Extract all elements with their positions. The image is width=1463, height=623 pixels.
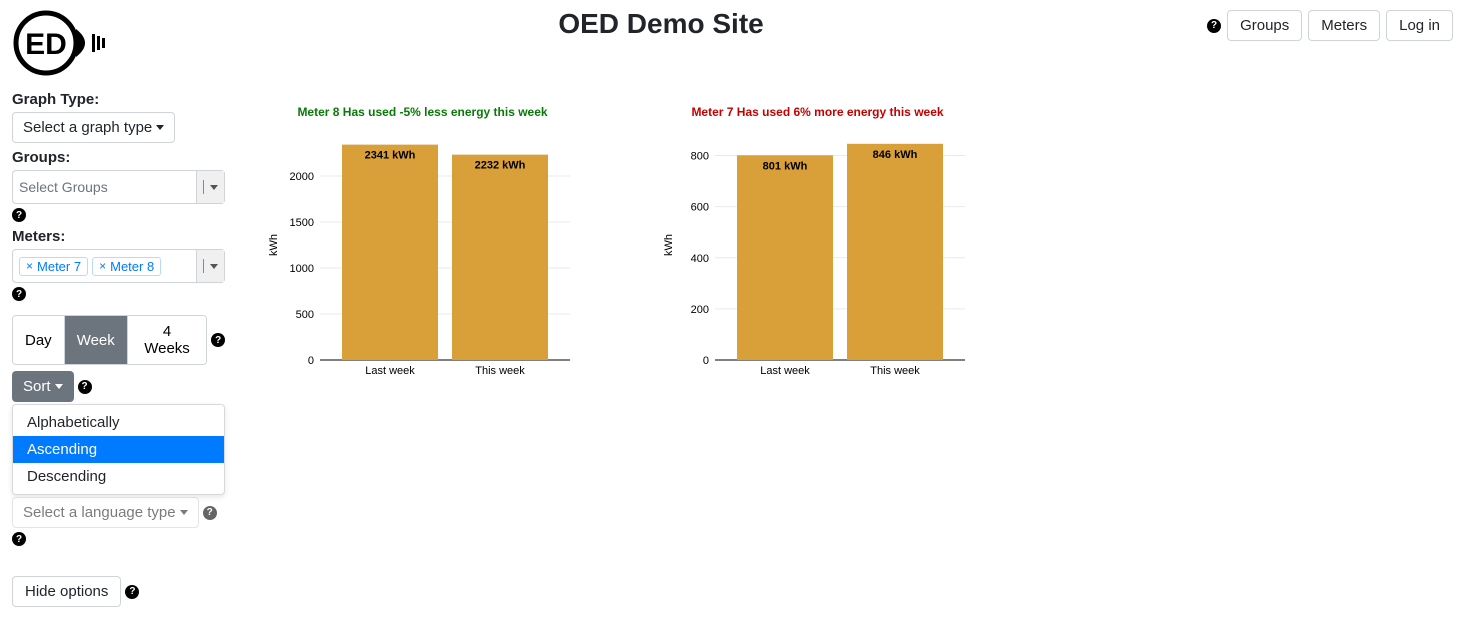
- svg-text:400: 400: [691, 253, 709, 265]
- chart-title: Meter 7 Has used 6% more energy this wee…: [660, 105, 975, 119]
- svg-text:kWh: kWh: [268, 234, 280, 256]
- svg-text:1000: 1000: [290, 263, 314, 275]
- period-option[interactable]: Day: [13, 316, 64, 364]
- chart-title: Meter 8 Has used -5% less energy this we…: [265, 105, 580, 119]
- svg-text:0: 0: [703, 355, 709, 367]
- meters-button[interactable]: Meters: [1308, 10, 1380, 41]
- graph-type-select[interactable]: Select a graph type: [12, 112, 175, 143]
- help-icon[interactable]: ?: [12, 532, 26, 546]
- svg-text:ED: ED: [25, 28, 67, 61]
- sort-option[interactable]: Descending: [13, 463, 224, 490]
- sort-dropdown-menu: AlphabeticallyAscendingDescending: [12, 404, 225, 495]
- bar: [847, 144, 943, 360]
- svg-text:0: 0: [308, 355, 314, 367]
- groups-label: Groups:: [12, 149, 225, 166]
- compare-chart: Meter 8 Has used -5% less energy this we…: [265, 105, 580, 603]
- remove-tag-icon[interactable]: ×: [99, 259, 106, 273]
- header-bar: ED OED Demo Site ? Groups Meters Log in: [0, 0, 1463, 85]
- groups-select-toggle[interactable]: [196, 171, 224, 203]
- groups-button[interactable]: Groups: [1227, 10, 1302, 41]
- charts-area: Meter 8 Has used -5% less energy this we…: [235, 85, 1463, 623]
- hide-options-button[interactable]: Hide options: [12, 576, 121, 607]
- svg-text:This week: This week: [475, 365, 525, 377]
- svg-text:2232 kWh: 2232 kWh: [475, 160, 526, 172]
- svg-text:Last week: Last week: [365, 365, 415, 377]
- sort-option[interactable]: Alphabetically: [13, 409, 224, 436]
- svg-text:600: 600: [691, 202, 709, 214]
- svg-text:Last week: Last week: [760, 365, 810, 377]
- groups-select[interactable]: Select Groups: [12, 170, 225, 204]
- svg-text:200: 200: [691, 304, 709, 316]
- help-icon[interactable]: ?: [125, 585, 139, 599]
- help-icon[interactable]: ?: [211, 333, 225, 347]
- period-option[interactable]: 4 Weeks: [127, 316, 206, 364]
- meters-label: Meters:: [12, 228, 225, 245]
- logo[interactable]: ED: [10, 4, 115, 85]
- period-option[interactable]: Week: [64, 316, 127, 364]
- login-button[interactable]: Log in: [1386, 10, 1453, 41]
- bar: [452, 155, 548, 360]
- help-icon[interactable]: ?: [12, 287, 26, 301]
- svg-text:800: 800: [691, 151, 709, 163]
- svg-text:801 kWh: 801 kWh: [763, 160, 808, 172]
- sort-button[interactable]: Sort: [12, 371, 74, 402]
- svg-text:1500: 1500: [290, 217, 314, 229]
- meter-tag[interactable]: ×Meter 8: [92, 257, 161, 276]
- meters-select-toggle[interactable]: [196, 250, 224, 282]
- svg-text:2341 kWh: 2341 kWh: [365, 150, 416, 162]
- remove-tag-icon[interactable]: ×: [26, 259, 33, 273]
- sort-option[interactable]: Ascending: [13, 436, 224, 463]
- svg-text:500: 500: [296, 309, 314, 321]
- bar: [737, 155, 833, 360]
- language-select[interactable]: Select a language type: [12, 497, 199, 528]
- help-icon[interactable]: ?: [203, 506, 217, 520]
- svg-text:2000: 2000: [290, 171, 314, 183]
- svg-text:846 kWh: 846 kWh: [873, 149, 918, 161]
- top-nav: ? Groups Meters Log in: [1207, 4, 1453, 41]
- help-icon[interactable]: ?: [12, 208, 26, 222]
- svg-text:This week: This week: [870, 365, 920, 377]
- help-icon[interactable]: ?: [78, 380, 92, 394]
- site-title: OED Demo Site: [115, 8, 1207, 40]
- svg-text:kWh: kWh: [663, 234, 675, 256]
- period-toggle: DayWeek4 Weeks: [12, 315, 207, 365]
- help-icon[interactable]: ?: [1207, 19, 1221, 33]
- bar: [342, 145, 438, 360]
- graph-type-label: Graph Type:: [12, 91, 225, 108]
- options-sidebar: Graph Type: Select a graph type Groups: …: [0, 85, 235, 623]
- meters-select[interactable]: ×Meter 7×Meter 8: [12, 249, 225, 283]
- compare-chart: Meter 7 Has used 6% more energy this wee…: [660, 105, 975, 603]
- meter-tag[interactable]: ×Meter 7: [19, 257, 88, 276]
